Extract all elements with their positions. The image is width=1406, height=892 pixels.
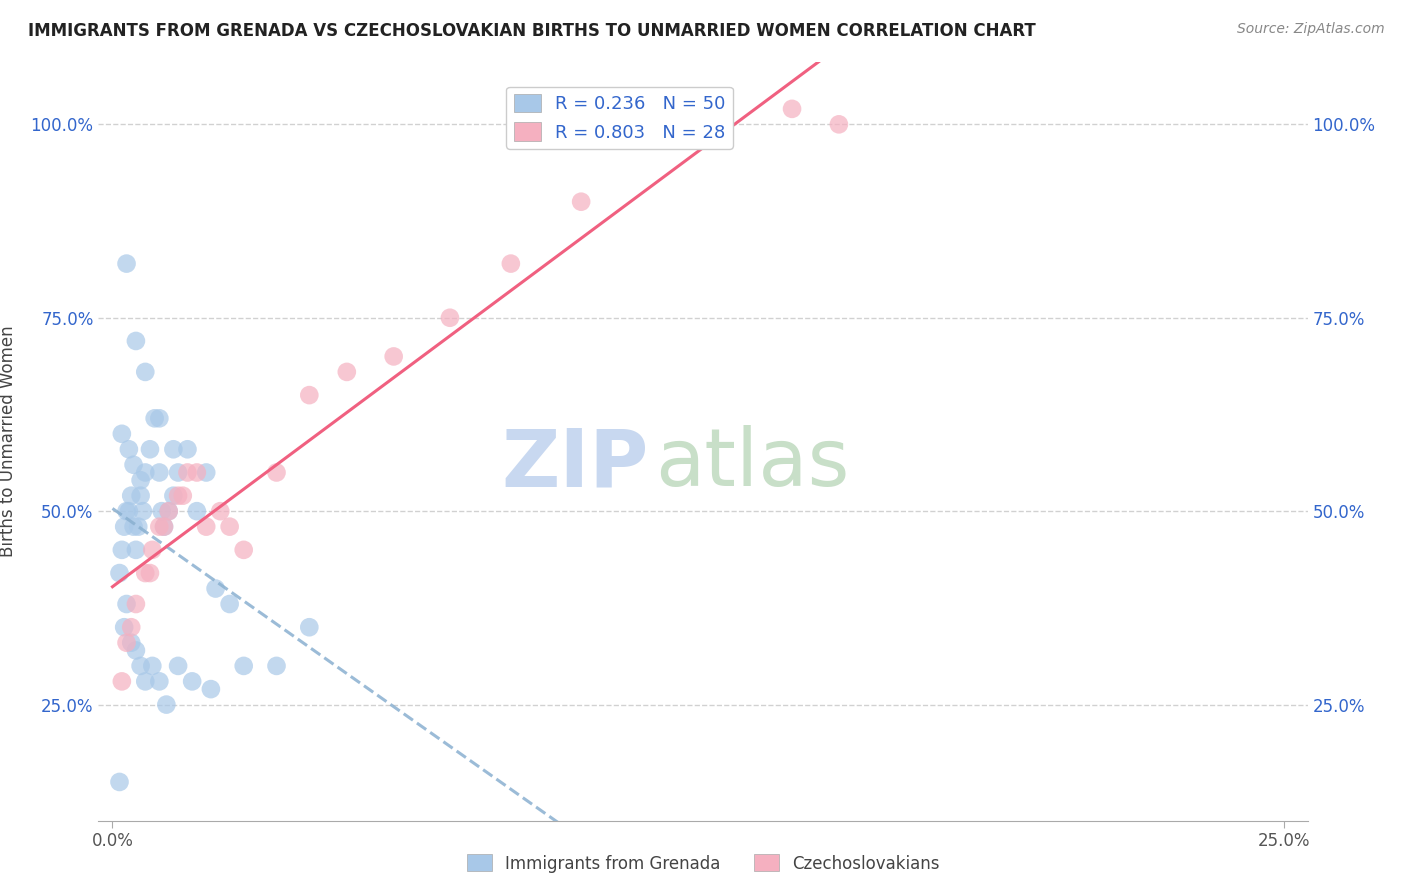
- Point: [125, 643, 148, 657]
- Point: [125, 542, 148, 557]
- Point: [141, 542, 163, 557]
- Point: [139, 566, 162, 580]
- Point: [162, 442, 184, 457]
- Point: [232, 542, 254, 557]
- Text: IMMIGRANTS FROM GRENADA VS CZECHOSLOVAKIAN BIRTHS TO UNMARRIED WOMEN CORRELATION: IMMIGRANTS FROM GRENADA VS CZECHOSLOVAKI…: [28, 22, 1036, 40]
- Text: Source: ZipAtlas.com: Source: ZipAtlas.com: [1237, 22, 1385, 37]
- Point: [129, 473, 152, 487]
- Point: [127, 519, 149, 533]
- Point: [141, 659, 163, 673]
- Point: [118, 442, 141, 457]
- Point: [172, 489, 194, 503]
- Point: [134, 674, 156, 689]
- Text: ZIP: ZIP: [502, 425, 648, 503]
- Point: [382, 350, 405, 364]
- Point: [153, 519, 176, 533]
- Legend: Immigrants from Grenada, Czechoslovakians: Immigrants from Grenada, Czechoslovakian…: [460, 847, 946, 880]
- Point: [157, 504, 180, 518]
- Point: [108, 566, 131, 580]
- Point: [139, 442, 162, 457]
- Point: [204, 582, 226, 596]
- Point: [148, 519, 170, 533]
- Point: [125, 334, 148, 348]
- Point: [266, 659, 288, 673]
- Point: [112, 620, 135, 634]
- Point: [122, 519, 145, 533]
- Point: [120, 489, 142, 503]
- Point: [167, 659, 190, 673]
- Point: [157, 504, 180, 518]
- Point: [134, 365, 156, 379]
- Point: [125, 597, 148, 611]
- Point: [232, 659, 254, 673]
- Point: [134, 466, 156, 480]
- Point: [186, 504, 208, 518]
- Point: [111, 426, 134, 441]
- Point: [336, 365, 359, 379]
- Point: [150, 504, 173, 518]
- Point: [129, 489, 152, 503]
- Point: [298, 620, 321, 634]
- Point: [129, 659, 152, 673]
- Point: [115, 597, 138, 611]
- Point: [828, 117, 851, 131]
- Point: [153, 519, 176, 533]
- Point: [200, 682, 222, 697]
- Point: [134, 566, 156, 580]
- Point: [115, 636, 138, 650]
- Point: [569, 194, 592, 209]
- Legend: R = 0.236   N = 50, R = 0.803   N = 28: R = 0.236 N = 50, R = 0.803 N = 28: [506, 87, 733, 149]
- Point: [155, 698, 177, 712]
- Point: [298, 388, 321, 402]
- Point: [218, 519, 240, 533]
- Point: [115, 257, 138, 271]
- Point: [664, 133, 686, 147]
- Point: [115, 504, 138, 518]
- Point: [167, 489, 190, 503]
- Point: [162, 489, 184, 503]
- Point: [266, 466, 288, 480]
- Y-axis label: Births to Unmarried Women: Births to Unmarried Women: [0, 326, 17, 558]
- Point: [148, 411, 170, 425]
- Point: [195, 519, 218, 533]
- Point: [108, 775, 131, 789]
- Point: [122, 458, 145, 472]
- Point: [176, 442, 198, 457]
- Point: [209, 504, 232, 518]
- Point: [176, 466, 198, 480]
- Text: atlas: atlas: [655, 425, 849, 503]
- Point: [132, 504, 155, 518]
- Point: [111, 542, 134, 557]
- Point: [195, 466, 218, 480]
- Point: [111, 674, 134, 689]
- Point: [143, 411, 166, 425]
- Point: [439, 310, 461, 325]
- Point: [499, 257, 522, 271]
- Point: [167, 466, 190, 480]
- Point: [112, 519, 135, 533]
- Point: [181, 674, 204, 689]
- Point: [120, 620, 142, 634]
- Point: [218, 597, 240, 611]
- Point: [148, 674, 170, 689]
- Point: [186, 466, 208, 480]
- Point: [120, 636, 142, 650]
- Point: [780, 102, 803, 116]
- Point: [118, 504, 141, 518]
- Point: [148, 466, 170, 480]
